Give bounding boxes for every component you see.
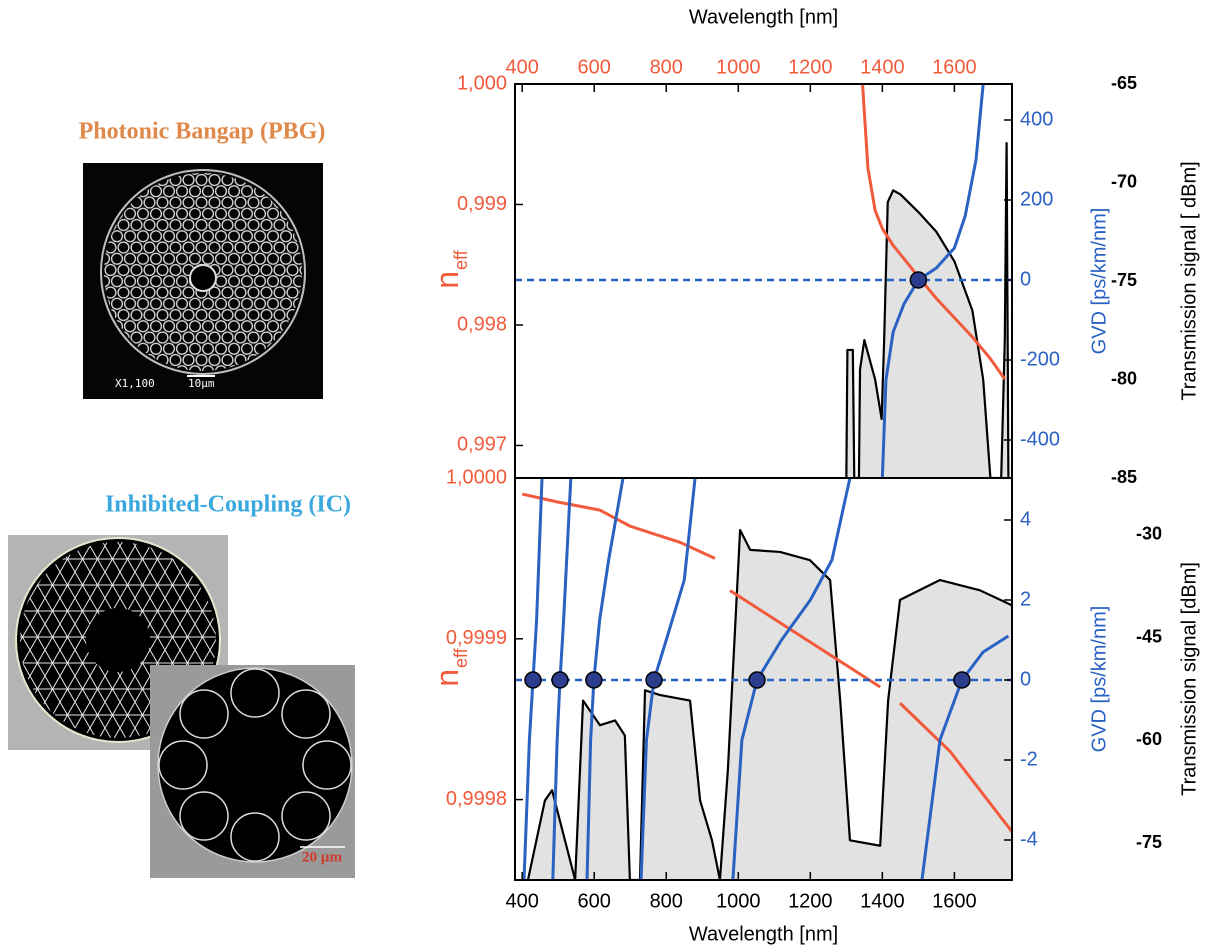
y3-tick-label: -85	[1111, 467, 1137, 487]
y2-tick-label: 4	[1020, 508, 1031, 530]
marker	[524, 671, 542, 689]
area	[527, 530, 1012, 880]
y-tick-label: 0,9999	[446, 627, 507, 649]
y-axis-label-main: n	[429, 271, 465, 289]
x-axis-label: Wavelength [nm]	[689, 923, 838, 945]
pbg-image	[83, 163, 323, 399]
y2-tick-label: 0	[1020, 268, 1031, 290]
y-tick-label: 0,9998	[446, 788, 507, 810]
image-label: X1,100	[115, 377, 155, 390]
marker	[909, 271, 928, 289]
y2-tick-label: 0	[1020, 668, 1031, 690]
y-axis-label-sub: eff	[451, 647, 471, 668]
area	[846, 143, 1009, 478]
marker	[748, 671, 766, 689]
x-tick-label: 1200	[788, 56, 833, 78]
x-tick-label: 600	[578, 890, 611, 912]
y3-tick-label: -30	[1136, 524, 1162, 544]
x-tick-label: 600	[578, 56, 611, 78]
y3-tick-label: -70	[1111, 171, 1137, 191]
y2-tick-label: -400	[1020, 428, 1060, 450]
y3-tick-label: -45	[1136, 626, 1162, 646]
y2-tick-label: -4	[1020, 828, 1038, 850]
y3-tick-label: -75	[1136, 832, 1162, 852]
y-tick-label: 0,999	[457, 193, 507, 215]
y2-axis-label: GVD [ps/km/nm]	[1088, 606, 1110, 753]
x-axis-label: Wavelength [nm]	[689, 6, 838, 28]
y2-tick-label: 2	[1020, 588, 1031, 610]
marker	[953, 671, 971, 689]
y2-tick-label: 200	[1020, 188, 1053, 210]
plot-frame	[514, 477, 1013, 881]
x-tick-label: 1200	[788, 890, 833, 912]
x-tick-label: 400	[506, 56, 539, 78]
y3-tick-label: -80	[1111, 368, 1137, 388]
y2-tick-label: -200	[1020, 348, 1060, 370]
y2-tick-label: 400	[1020, 108, 1053, 130]
y-axis-label-sub: eff	[451, 249, 471, 270]
line	[880, 84, 985, 478]
x-tick-label: 1400	[860, 56, 905, 78]
y3-axis-label: Transmission signal [dBm]	[1178, 562, 1200, 796]
x-tick-label: 400	[506, 890, 539, 912]
image-label: 20 µm	[302, 849, 342, 865]
y-tick-label: 1,0000	[446, 466, 507, 488]
line	[861, 84, 1007, 381]
tubular-image	[150, 665, 355, 878]
image-title: Inhibited-Coupling (IC)	[105, 492, 351, 518]
x-tick-label: 1000	[716, 56, 761, 78]
y3-tick-label: -60	[1136, 729, 1162, 749]
y3-tick-label: -65	[1111, 73, 1137, 93]
plot-area	[515, 84, 1012, 478]
x-tick-label: 1600	[932, 890, 977, 912]
image-label: 10µm	[188, 377, 215, 390]
line	[526, 528, 1012, 880]
marker	[585, 671, 603, 689]
x-tick-label: 800	[650, 56, 683, 78]
y2-tick-label: -2	[1020, 748, 1038, 770]
x-tick-label: 1400	[860, 890, 905, 912]
y-axis-label-main: n	[429, 669, 465, 687]
y-tick-label: 0,998	[457, 313, 507, 335]
line	[845, 142, 1010, 478]
x-tick-label: 800	[650, 890, 683, 912]
x-tick-label: 1600	[932, 56, 977, 78]
image-title: Photonic Bangap (PBG)	[79, 119, 326, 145]
y2-axis-label: GVD [ps/km/nm]	[1088, 208, 1110, 355]
y-tick-label: 1,000	[457, 72, 507, 94]
marker	[645, 671, 663, 689]
y3-axis-label: Transmission signal [ dBm]	[1178, 161, 1200, 400]
marker	[551, 671, 569, 689]
x-tick-label: 1000	[716, 890, 761, 912]
y3-tick-label: -75	[1111, 270, 1137, 290]
y-tick-label: 0,997	[457, 434, 507, 456]
